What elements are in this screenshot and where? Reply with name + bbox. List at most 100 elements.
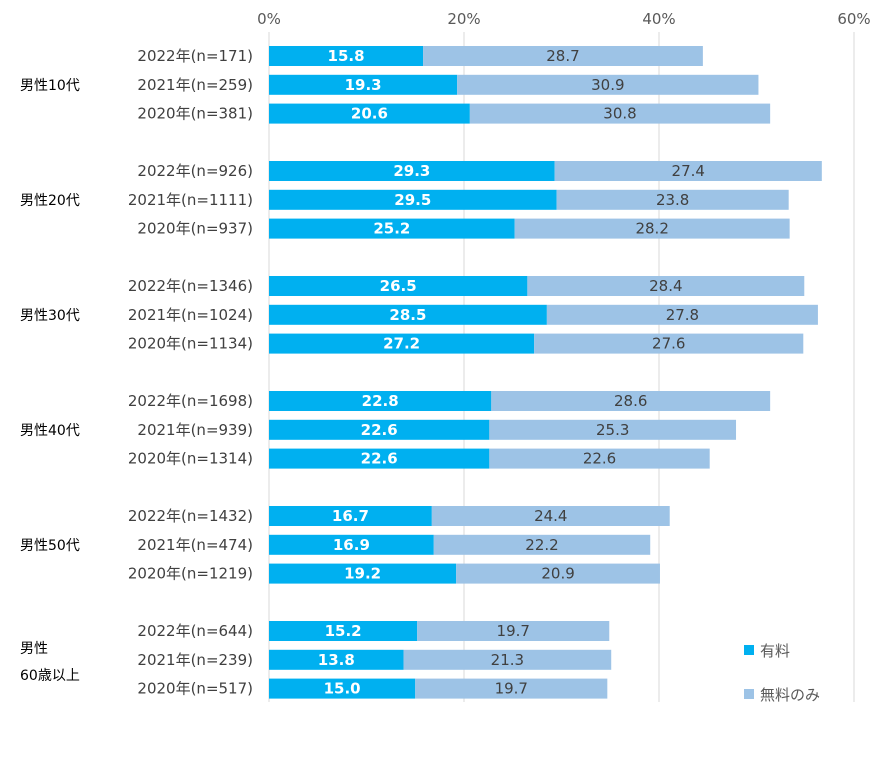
bar-paid — [269, 333, 535, 354]
value-label-free: 24.4 — [534, 507, 567, 525]
bar-paid — [269, 448, 490, 469]
row-label: 2020年(n=1134) — [128, 335, 253, 353]
bar-free — [403, 649, 612, 670]
bar-free — [433, 534, 651, 555]
value-label-free: 22.6 — [583, 450, 616, 468]
value-label-paid: 19.3 — [345, 76, 382, 94]
bar-free — [534, 333, 804, 354]
value-label-free: 25.3 — [596, 421, 629, 439]
bar-free — [489, 448, 710, 469]
bar-paid — [269, 649, 404, 670]
value-label-free: 23.8 — [656, 191, 689, 209]
bar-paid — [269, 678, 416, 699]
x-tick-label: 40% — [642, 10, 675, 28]
row-label: 2021年(n=939) — [137, 421, 253, 439]
row-label: 2021年(n=1111) — [128, 191, 253, 209]
legend-label-paid: 有料 — [760, 642, 790, 660]
group-label: 男性50代 — [20, 538, 80, 554]
row-label: 2020年(n=937) — [137, 220, 253, 238]
group-label: 男性 — [20, 641, 48, 657]
category-labels: 2022年(n=171) 2021年(n=259) 2020年(n=381) 男性10… — [20, 47, 253, 698]
bar-paid — [269, 74, 458, 95]
bar-free — [546, 304, 818, 325]
value-label-paid: 29.3 — [393, 162, 430, 180]
value-label-paid: 28.5 — [389, 306, 426, 324]
x-tick-label: 20% — [447, 10, 480, 28]
x-axis-ticks: 0% 20% 40% 60% — [257, 10, 871, 28]
legend: 有料 無料のみ — [744, 642, 820, 704]
x-tick-label: 0% — [257, 10, 281, 28]
bar-free — [457, 74, 759, 95]
bar-paid — [269, 46, 424, 66]
bar-paid — [269, 563, 457, 584]
legend-label-free: 無料のみ — [760, 686, 820, 704]
value-label-paid: 27.2 — [383, 335, 420, 353]
bar-free — [423, 46, 703, 66]
bar-paid — [269, 103, 470, 124]
bar-free — [554, 161, 822, 181]
bar-free — [489, 419, 737, 440]
row-label: 2022年(n=171) — [137, 47, 253, 65]
bar-paid — [269, 506, 432, 526]
bar-free — [456, 563, 660, 584]
row-label: 2021年(n=239) — [137, 651, 253, 669]
bar-paid — [269, 419, 490, 440]
bar-free — [514, 218, 790, 239]
value-label-free: 20.9 — [541, 565, 574, 583]
value-label-paid: 25.2 — [373, 220, 410, 238]
value-label-free: 28.7 — [546, 47, 579, 65]
legend-swatch-free — [744, 689, 754, 699]
value-label-free: 27.8 — [666, 306, 699, 324]
value-label-paid: 13.8 — [318, 651, 355, 669]
value-label-paid: 22.8 — [362, 392, 399, 410]
value-label-free: 27.6 — [652, 335, 685, 353]
x-tick-label: 60% — [837, 10, 870, 28]
value-label-free: 28.6 — [614, 392, 647, 410]
row-label: 2020年(n=1314) — [128, 450, 253, 468]
value-label-paid: 16.7 — [332, 507, 369, 525]
bar-free — [491, 391, 771, 411]
gridlines — [268, 32, 855, 702]
bar-paid — [269, 161, 555, 181]
value-label-paid: 16.9 — [333, 536, 370, 554]
bar-paid — [269, 189, 557, 210]
value-label-free: 30.9 — [591, 76, 624, 94]
value-label-paid: 15.8 — [328, 47, 365, 65]
bar-free — [417, 621, 610, 641]
bar-paid — [269, 391, 492, 411]
bar-paid — [269, 534, 434, 555]
row-label: 2021年(n=1024) — [128, 306, 253, 324]
bar-free — [527, 276, 805, 296]
group-label: 男性20代 — [20, 193, 80, 209]
value-label-free: 19.7 — [497, 622, 530, 640]
bar-paid — [269, 621, 418, 641]
bar-free — [415, 678, 608, 699]
group-label: 男性30代 — [20, 308, 80, 324]
row-label: 2020年(n=381) — [137, 105, 253, 123]
value-label-free: 28.4 — [649, 277, 682, 295]
bar-free — [431, 506, 670, 526]
value-label-paid: 15.2 — [325, 622, 362, 640]
row-label: 2020年(n=517) — [137, 680, 253, 698]
row-label: 2021年(n=474) — [137, 536, 253, 554]
row-label: 2022年(n=1432) — [128, 507, 253, 525]
row-label: 2022年(n=1698) — [128, 392, 253, 410]
bar-paid — [269, 276, 528, 296]
value-label-free: 27.4 — [672, 162, 705, 180]
row-label: 2020年(n=1219) — [128, 565, 253, 583]
value-label-free: 30.8 — [603, 105, 636, 123]
value-label-paid: 19.2 — [344, 565, 381, 583]
value-label-paid: 22.6 — [361, 421, 398, 439]
row-label: 2022年(n=926) — [137, 162, 253, 180]
group-label: 男性40代 — [20, 423, 80, 439]
bar-free — [469, 103, 771, 124]
value-label-free: 19.7 — [495, 680, 528, 698]
value-label-free: 22.2 — [525, 536, 558, 554]
value-label-free: 21.3 — [491, 651, 524, 669]
bar-paid — [269, 218, 515, 239]
value-label-paid: 26.5 — [380, 277, 417, 295]
bars: 15.8 28.7 19.3 30.9 20.6 30.8 29.3 27.4 29.5 23.8… — [269, 46, 822, 699]
value-label-paid: 29.5 — [394, 191, 431, 209]
bar-free — [556, 189, 789, 210]
